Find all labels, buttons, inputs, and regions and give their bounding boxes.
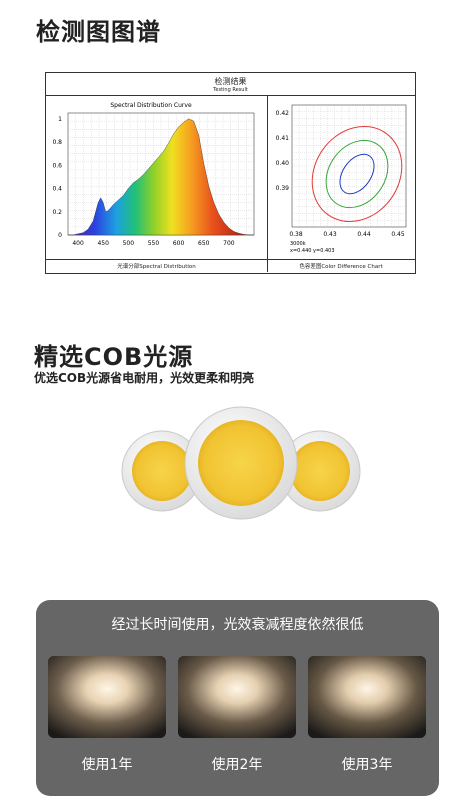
xy-annotation: x=0.440 y=0.403 bbox=[290, 248, 335, 254]
decay-card: 经过长时间使用，光效衰减程度依然很低 使用1年 使用2年 使用3年 bbox=[36, 600, 439, 796]
y-tick-label: 1 bbox=[58, 116, 62, 123]
divider bbox=[46, 259, 415, 260]
x-tick-label: 650 bbox=[198, 240, 210, 247]
cob-section-title: 精选COB光源 bbox=[34, 343, 194, 371]
color-difference-chart: 0.38 0.43 0.44 0.45 0.42 0.41 0.40 0.39 3000k x… bbox=[276, 104, 407, 254]
cob-chip-right bbox=[279, 430, 361, 512]
cct-annotation: 3000k bbox=[290, 241, 306, 247]
y-tick-label: 0 bbox=[58, 232, 62, 239]
cob-chip-center bbox=[184, 406, 298, 520]
y-tick-label: 0.2 bbox=[52, 209, 62, 216]
divider bbox=[267, 95, 268, 272]
section-title-test-chart: 检测图图谱 bbox=[36, 18, 161, 46]
y-tick-label: 0.41 bbox=[276, 135, 290, 142]
spectral-footer: 光谱分部Spectral Distribution bbox=[117, 264, 196, 270]
x-tick-label: 0.38 bbox=[289, 231, 303, 238]
y-tick-label: 0.8 bbox=[52, 139, 62, 146]
x-tick-label: 550 bbox=[148, 240, 160, 247]
y-tick-label: 0.42 bbox=[276, 110, 290, 117]
divider bbox=[46, 95, 415, 96]
macadam-ellipse bbox=[325, 139, 389, 209]
x-tick-label: 400 bbox=[72, 240, 84, 247]
y-tick-label: 0.40 bbox=[276, 160, 290, 167]
x-tick-label: 500 bbox=[123, 240, 135, 247]
test-result-title: 检测结果 bbox=[214, 77, 247, 86]
lamp-image-year-1 bbox=[48, 656, 166, 738]
spectral-area bbox=[68, 118, 254, 236]
cob-chip-left bbox=[121, 430, 203, 512]
cob-chips-image bbox=[121, 406, 361, 520]
y-tick-label: 0.6 bbox=[52, 162, 62, 169]
x-tick-label: 0.45 bbox=[391, 231, 405, 238]
lamp-image-year-3 bbox=[308, 656, 426, 738]
x-tick-label: 600 bbox=[173, 240, 185, 247]
x-tick-label: 700 bbox=[223, 240, 235, 247]
test-result-subtitle: Testing Result bbox=[213, 87, 248, 93]
lamp-image-year-2 bbox=[178, 656, 296, 738]
decay-label-year-3: 使用3年 bbox=[341, 757, 393, 773]
macadam-ellipse bbox=[311, 125, 403, 223]
x-tick-label: 0.43 bbox=[323, 231, 337, 238]
test-result-panel: 检测结果 Testing Result Spectral Distributio… bbox=[45, 72, 416, 274]
macadam-ellipse bbox=[339, 153, 375, 195]
cob-section-subtitle: 优选COB光源省电耐用，光效更柔和明亮 bbox=[34, 371, 255, 385]
x-tick-label: 0.44 bbox=[357, 231, 371, 238]
x-tick-label: 450 bbox=[97, 240, 109, 247]
spectral-chart-title: Spectral Distribution Curve bbox=[110, 102, 192, 109]
decay-caption: 经过长时间使用，光效衰减程度依然很低 bbox=[111, 617, 364, 633]
decay-label-year-1: 使用1年 bbox=[81, 757, 133, 773]
y-tick-label: 0.4 bbox=[52, 186, 62, 193]
spectral-distribution-chart: Spectral Distribution Curve 400 450 500 550… bbox=[52, 102, 255, 247]
color-difference-footer: 色容差图Color Difference Chart bbox=[299, 264, 383, 270]
y-tick-label: 0.39 bbox=[276, 185, 290, 192]
decay-label-year-2: 使用2年 bbox=[211, 757, 263, 773]
